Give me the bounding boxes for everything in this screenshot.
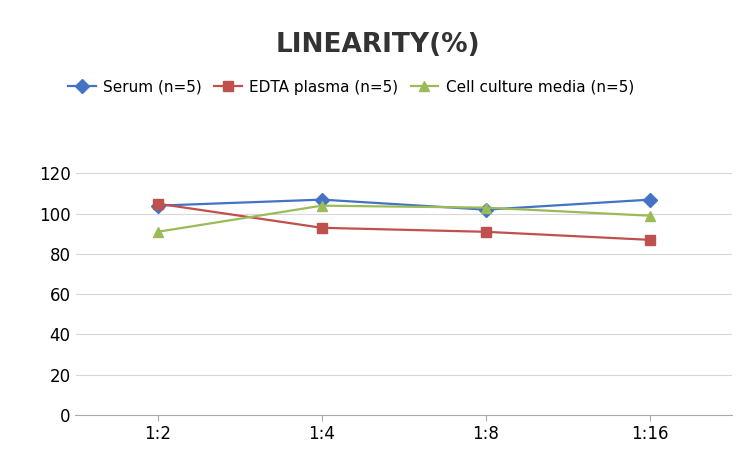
Line: Serum (n=5): Serum (n=5) bbox=[153, 195, 655, 215]
Serum (n=5) bbox=[153, 203, 162, 208]
Serum (n=5) bbox=[317, 197, 326, 202]
EDTA plasma (n=5) bbox=[317, 225, 326, 230]
Legend: Serum (n=5), EDTA plasma (n=5), Cell culture media (n=5): Serum (n=5), EDTA plasma (n=5), Cell cul… bbox=[68, 80, 634, 95]
Serum (n=5) bbox=[482, 207, 491, 212]
EDTA plasma (n=5) bbox=[482, 229, 491, 235]
Line: Cell culture media (n=5): Cell culture media (n=5) bbox=[153, 201, 655, 237]
Line: EDTA plasma (n=5): EDTA plasma (n=5) bbox=[153, 199, 655, 245]
Cell culture media (n=5) bbox=[482, 205, 491, 210]
Serum (n=5) bbox=[646, 197, 655, 202]
EDTA plasma (n=5) bbox=[646, 237, 655, 243]
EDTA plasma (n=5) bbox=[153, 201, 162, 207]
Cell culture media (n=5) bbox=[646, 213, 655, 218]
Cell culture media (n=5) bbox=[317, 203, 326, 208]
Text: LINEARITY(%): LINEARITY(%) bbox=[275, 32, 480, 58]
Cell culture media (n=5) bbox=[153, 229, 162, 235]
